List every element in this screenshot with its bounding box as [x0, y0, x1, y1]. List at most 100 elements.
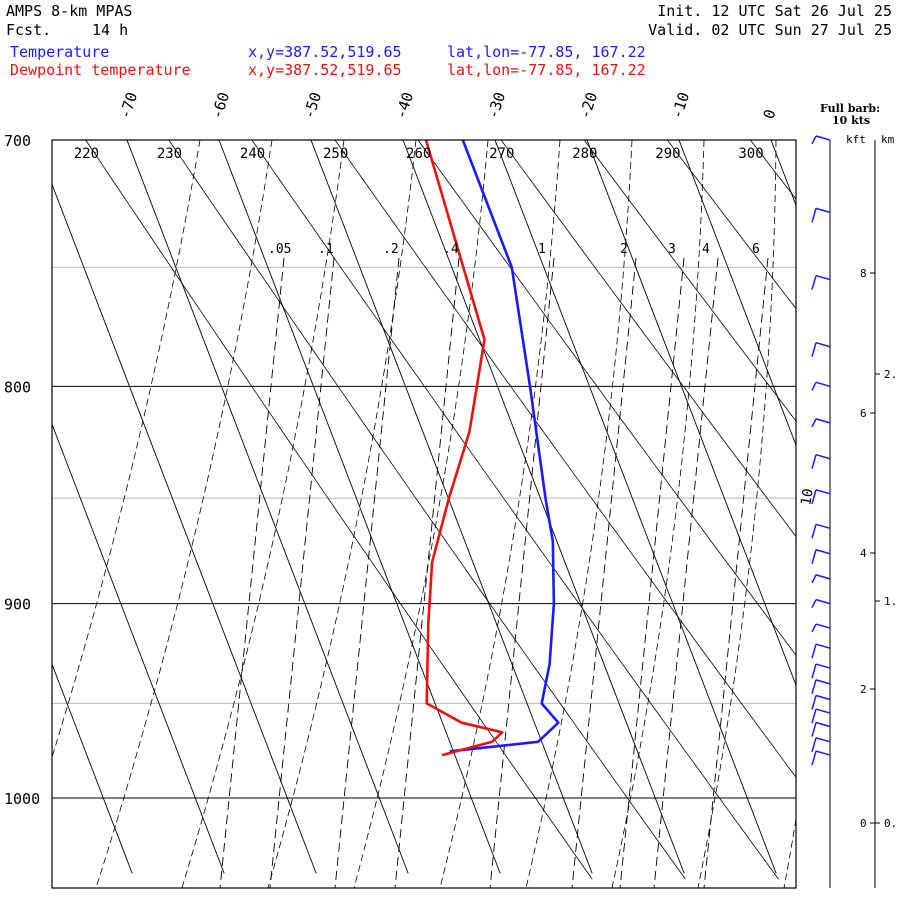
mixing-ratio-label: 2: [620, 242, 628, 257]
mixing-ratio-line: [334, 257, 400, 888]
barb-staff: [815, 574, 831, 580]
barb-flag: [811, 708, 817, 724]
barb-flag: [811, 489, 817, 505]
wind-barb: [811, 453, 831, 469]
mixing-ratio-label: 4: [702, 242, 710, 257]
dewpoint-profile: [424, 140, 504, 757]
barb-staff: [815, 708, 831, 714]
mixing-ratio-line: [219, 257, 285, 888]
height-axis: kft km 8 6 4 2 0 2. 1. 0.: [846, 133, 897, 888]
barb-flag: [811, 418, 817, 428]
barb-staff: [815, 694, 831, 701]
moist-adiabat: [267, 140, 417, 888]
temperature-profile: [449, 140, 560, 753]
mixing-ratio-label: 3: [668, 242, 676, 257]
mixing-ratio-label: 1: [538, 242, 546, 257]
barb-staff: [815, 135, 831, 141]
mixing-ratio-label: .1: [318, 242, 334, 257]
kft-tick-label: 0: [860, 817, 867, 830]
barb-flag: [811, 135, 817, 145]
chart-series: [424, 140, 560, 757]
kft-tick-label: 6: [860, 407, 867, 420]
barb-flag: [811, 722, 817, 737]
wind-barb: [811, 274, 831, 290]
chart-grid: [52, 140, 796, 888]
isotherm-line: [52, 662, 133, 874]
wind-barb: [811, 708, 831, 724]
dry-adiabat-label: 220: [74, 146, 99, 162]
barb-staff: [815, 721, 831, 728]
kft-tick-label: 2: [860, 683, 867, 696]
moist-adiabat: [697, 140, 777, 888]
isotherm-line: [310, 140, 593, 874]
barb-flag: [811, 454, 817, 469]
wind-barb: [811, 574, 831, 584]
dry-adiabat: [417, 140, 796, 656]
isotherm-label: -40: [392, 90, 417, 121]
model-title: AMPS 8-km MPAS: [6, 2, 133, 20]
wind-barb: [811, 418, 831, 428]
km-tick-label: 0.: [884, 817, 897, 830]
moist-adiabat: [783, 816, 796, 888]
kft-label: kft: [846, 133, 866, 146]
barb-flag: [811, 382, 817, 391]
dry-adiabat-label: 280: [572, 146, 597, 162]
isotherm-label: -70: [116, 90, 141, 121]
mixing-ratio-label: .2: [383, 242, 399, 257]
barb-staff: [815, 643, 831, 649]
moist-adiabat: [52, 140, 201, 759]
latlon-blue: lat,lon=-77.85, 167.22: [447, 43, 646, 61]
barb-staff: [815, 381, 831, 388]
km-tick-label: 2.: [884, 368, 897, 381]
isotherm-line: [586, 140, 796, 687]
barb-flag: [811, 737, 817, 753]
legend-dewpoint: Dewpoint temperature: [10, 61, 191, 79]
wind-barb: [811, 623, 831, 633]
isotherm-label: -60: [208, 90, 233, 121]
isotherm-label: 0: [760, 107, 780, 121]
barb-flag: [811, 342, 817, 357]
barb-flag: [811, 663, 817, 679]
wind-barb: [811, 523, 831, 539]
mixing-ratio-label: .05: [268, 242, 291, 257]
isotherm-label: -20: [576, 90, 601, 121]
mixing-ratio-label: 6: [752, 242, 760, 257]
dry-adiabat-label: 230: [157, 146, 182, 162]
isotherm-line: [52, 423, 225, 874]
barb-staff: [815, 341, 831, 348]
latlon-red: lat,lon=-77.85, 167.22: [447, 61, 646, 79]
barb-staff: [815, 623, 831, 629]
wind-barb: [811, 737, 831, 753]
mixing-ratio-line: [619, 257, 685, 888]
moist-adiabat: [611, 140, 705, 888]
dry-adiabat: [251, 140, 779, 880]
dry-adiabat-label: 250: [323, 146, 348, 162]
barb-staff: [815, 750, 831, 756]
wind-barb: [811, 598, 831, 608]
barb-staff: [815, 418, 831, 424]
dry-adiabat-label: 270: [489, 146, 514, 162]
isotherm-line: [678, 140, 796, 447]
pressure-label-800: 800: [4, 378, 31, 396]
wind-barb: [811, 549, 831, 564]
wind-barb: [811, 721, 831, 737]
wind-barb: [811, 694, 831, 710]
isotherm-label: -30: [484, 90, 509, 121]
mixing-ratio-line: [703, 257, 769, 888]
barb-flag: [811, 750, 817, 766]
barb-flag: [811, 679, 817, 695]
dry-adiabat: [85, 140, 593, 880]
barb-staff: [815, 274, 831, 281]
wind-barb: [811, 381, 831, 391]
valid-time: Valid. 02 UTC Sun 27 Jul 25: [648, 21, 892, 39]
barb-flag: [811, 599, 817, 608]
barb-staff: [815, 207, 831, 214]
km-tick-label: 1.: [884, 595, 897, 608]
wind-barb: [811, 341, 831, 357]
dry-adiabat: [666, 140, 796, 310]
dry-adiabat: [583, 140, 796, 422]
dry-adiabat-label: 260: [406, 146, 431, 162]
forecast-value: 14 h: [92, 21, 129, 39]
dry-adiabat: [334, 140, 796, 778]
